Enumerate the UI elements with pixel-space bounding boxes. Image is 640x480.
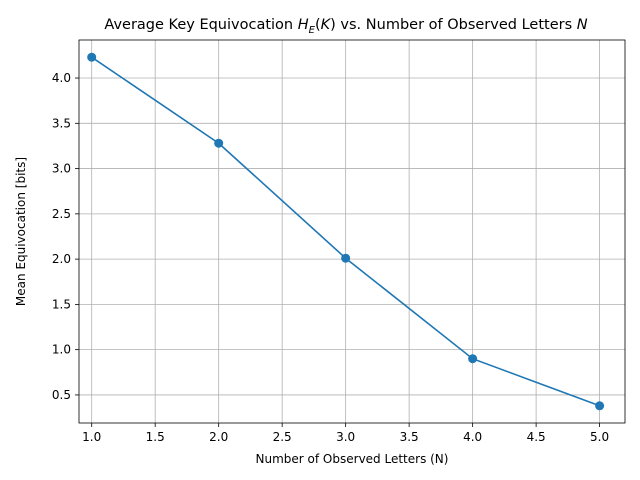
x-tick-label: 5.0 bbox=[590, 430, 609, 444]
x-tick-label: 1.5 bbox=[146, 430, 165, 444]
y-tick-label: 1.5 bbox=[52, 297, 71, 311]
data-point-marker bbox=[468, 354, 478, 364]
y-tick-label: 1.0 bbox=[52, 343, 71, 357]
grid bbox=[79, 40, 625, 423]
y-tick-label: 0.5 bbox=[52, 388, 71, 402]
x-tick-label: 4.5 bbox=[527, 430, 546, 444]
x-tick-label: 1.0 bbox=[82, 430, 101, 444]
y-tick-label: 3.5 bbox=[52, 116, 71, 130]
x-tick-label: 3.5 bbox=[400, 430, 419, 444]
x-tick-label: 2.0 bbox=[209, 430, 228, 444]
y-tick-label: 2.0 bbox=[52, 252, 71, 266]
y-tick-label: 4.0 bbox=[52, 71, 71, 85]
axis-ticks: 1.0 1.5 2.0 2.5 3.0 3.5 4.0 4.5 5.0 0.5 1.0 1.5 2.0 2… bbox=[52, 71, 609, 444]
x-tick-label: 2.5 bbox=[273, 430, 292, 444]
y-axis-label: Mean Equivocation [bits] bbox=[14, 157, 28, 306]
y-tick-label: 3.0 bbox=[52, 162, 71, 176]
plot-frame bbox=[78, 39, 626, 424]
data-point-marker bbox=[341, 253, 351, 263]
y-tick-label: 2.5 bbox=[52, 207, 71, 221]
x-axis-label: Number of Observed Letters (N) bbox=[256, 452, 449, 466]
data-series bbox=[87, 52, 605, 411]
data-point-marker bbox=[214, 138, 224, 148]
data-point-marker bbox=[87, 52, 97, 62]
data-point-marker bbox=[595, 401, 605, 411]
chart-title: Average Key Equivocation HE(K) vs. Numbe… bbox=[104, 17, 587, 36]
x-tick-label: 4.0 bbox=[463, 430, 482, 444]
x-tick-label: 3.0 bbox=[336, 430, 355, 444]
